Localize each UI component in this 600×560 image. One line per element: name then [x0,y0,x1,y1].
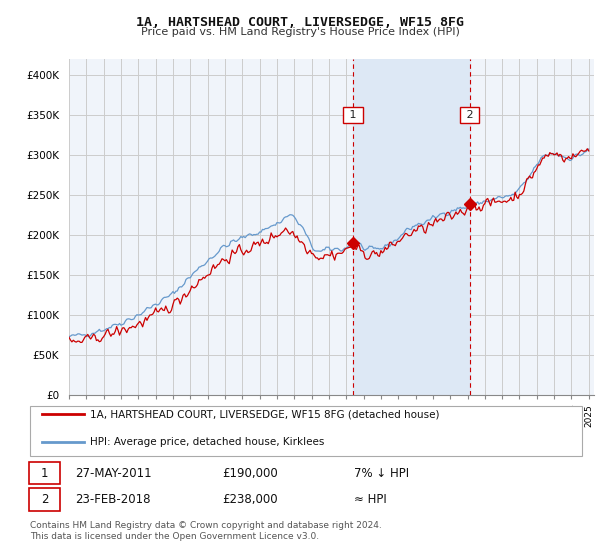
Text: 1: 1 [346,110,360,120]
Text: HPI: Average price, detached house, Kirklees: HPI: Average price, detached house, Kirk… [90,437,325,447]
Text: 1: 1 [41,466,48,480]
Text: 2: 2 [41,493,48,506]
Text: ≈ HPI: ≈ HPI [354,493,387,506]
Bar [353,59,470,395]
Text: 27-MAY-2011: 27-MAY-2011 [75,466,152,480]
Text: £190,000: £190,000 [222,466,278,480]
Text: £238,000: £238,000 [222,493,278,506]
Text: Price paid vs. HM Land Registry's House Price Index (HPI): Price paid vs. HM Land Registry's House … [140,27,460,37]
Text: Contains HM Land Registry data © Crown copyright and database right 2024.
This d: Contains HM Land Registry data © Crown c… [30,521,382,540]
Text: 1A, HARTSHEAD COURT, LIVERSEDGE, WF15 8FG (detached house): 1A, HARTSHEAD COURT, LIVERSEDGE, WF15 8F… [90,409,439,419]
Text: 7% ↓ HPI: 7% ↓ HPI [354,466,409,480]
Text: 2: 2 [463,110,476,120]
Text: 23-FEB-2018: 23-FEB-2018 [75,493,151,506]
Text: 1A, HARTSHEAD COURT, LIVERSEDGE, WF15 8FG: 1A, HARTSHEAD COURT, LIVERSEDGE, WF15 8F… [136,16,464,29]
